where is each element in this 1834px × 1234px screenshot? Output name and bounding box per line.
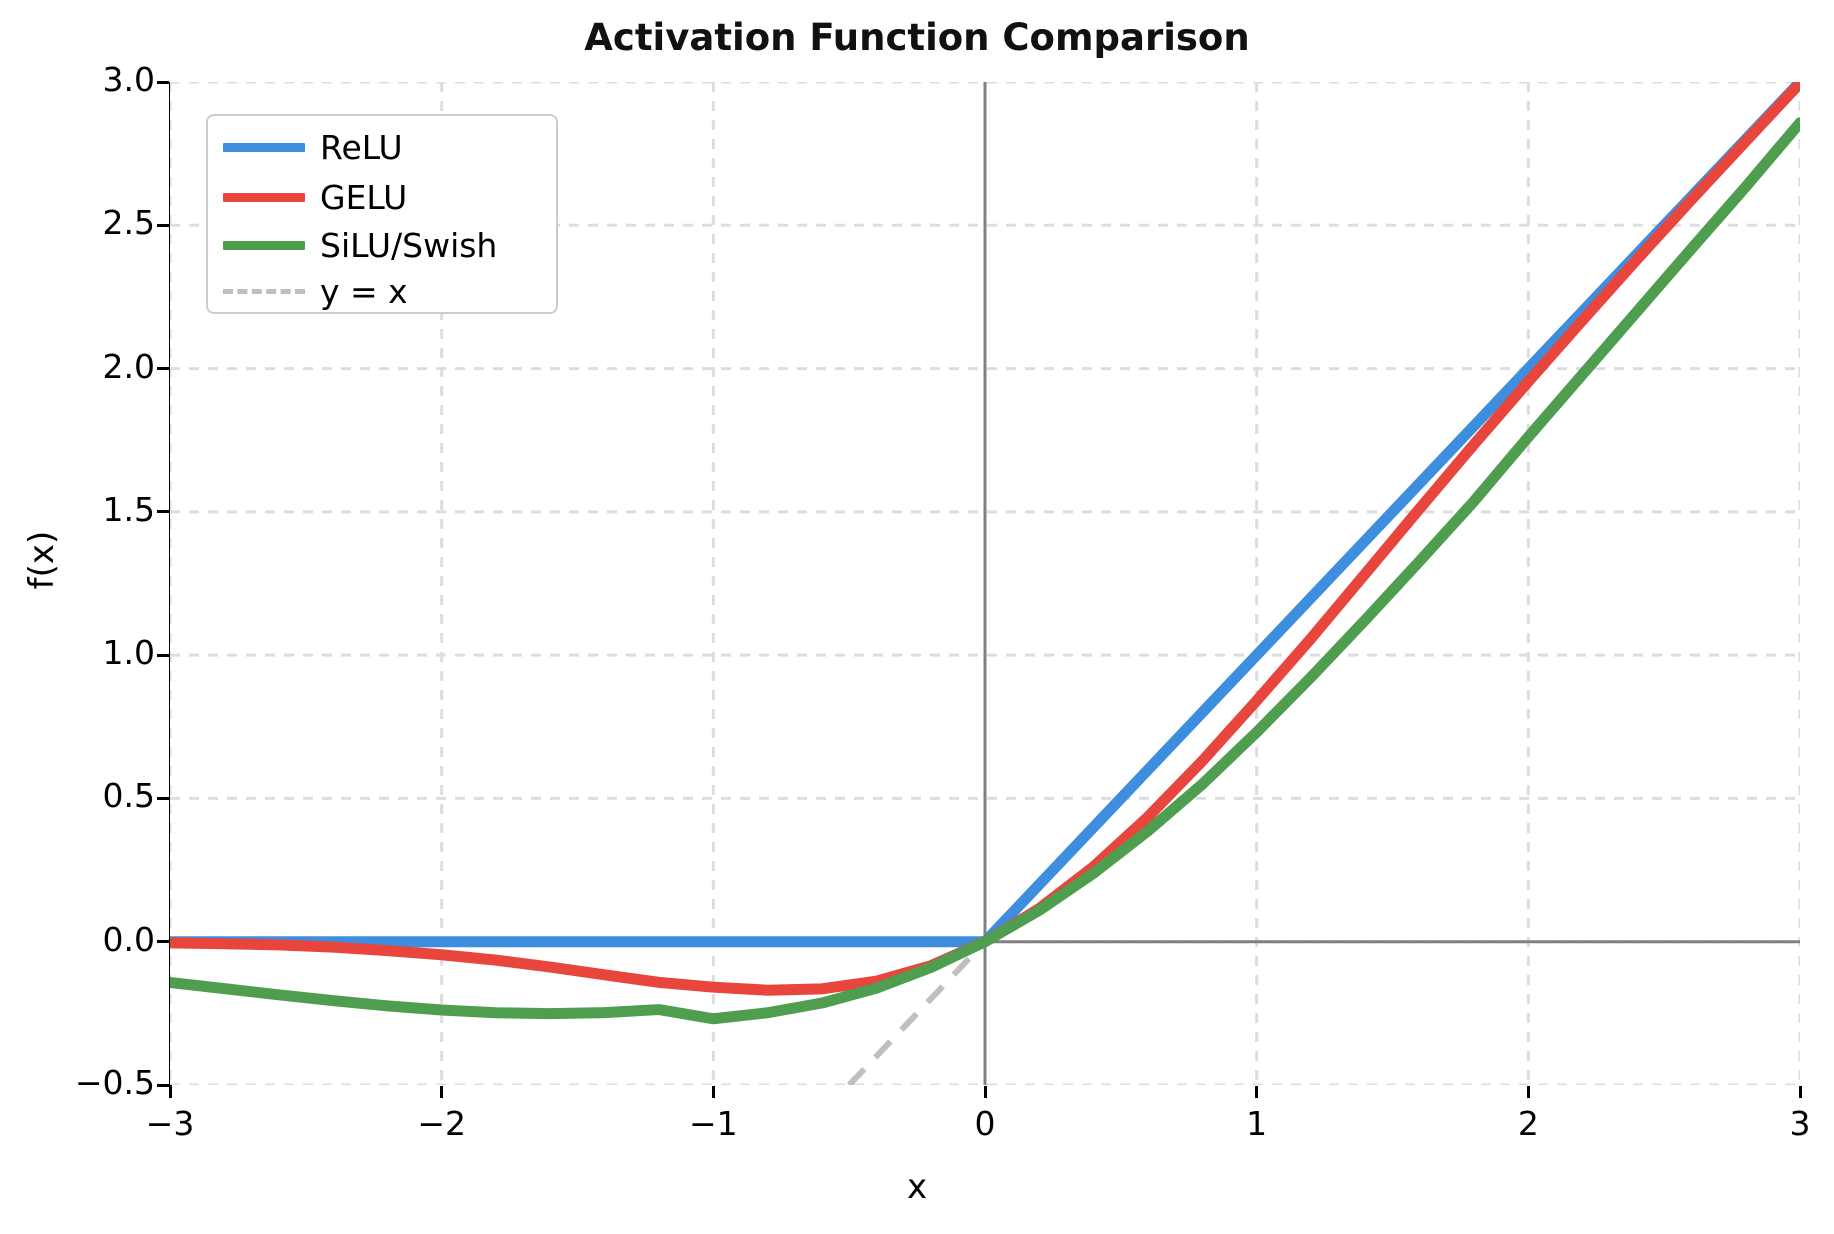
grid-lines (170, 82, 1800, 1085)
x-tick-mark (1255, 1086, 1259, 1098)
legend-swatch-container (208, 240, 320, 250)
y-tick-label: 0.0 (102, 919, 155, 959)
x-tick-mark (168, 1086, 172, 1098)
legend-item-y-x[interactable]: y = x (208, 266, 556, 316)
y-tick-label: 0.5 (102, 776, 155, 816)
plot-svg (170, 82, 1800, 1085)
legend-item-silu-swish[interactable]: SiLU/Swish (208, 220, 556, 270)
y-tick-mark (157, 367, 169, 371)
x-tick-mark (440, 1086, 444, 1098)
chart-title: Activation Function Comparison (584, 16, 1250, 59)
legend-label: ReLU (320, 127, 403, 167)
legend-color-swatch (223, 240, 305, 250)
legend-item-relu[interactable]: ReLU (208, 122, 556, 172)
y-tick-mark (157, 80, 169, 84)
y-tick-mark (157, 1083, 169, 1087)
x-tick-label: 2 (1517, 1104, 1539, 1143)
x-tick-mark (711, 1086, 715, 1098)
x-tick-label: −2 (417, 1104, 466, 1143)
x-tick-label: 0 (974, 1104, 996, 1143)
legend-label: SiLU/Swish (320, 225, 498, 265)
x-axis-label: x (906, 1167, 928, 1207)
y-tick-label: 2.5 (102, 203, 155, 243)
x-tick-mark (1798, 1086, 1802, 1098)
legend-label: y = x (320, 271, 408, 311)
legend-color-swatch (223, 192, 305, 202)
y-tick-label: 3.0 (102, 60, 155, 99)
y-tick-label: 1.5 (102, 489, 155, 529)
legend-swatch-container (208, 192, 320, 202)
x-tick-label: 3 (1789, 1104, 1811, 1143)
y-tick-mark (157, 223, 169, 227)
legend-swatch-container (208, 142, 320, 152)
x-tick-label: −1 (689, 1104, 738, 1143)
legend-label: GELU (320, 177, 408, 217)
x-tick-mark (983, 1086, 987, 1098)
x-tick-label: −3 (145, 1104, 195, 1143)
y-tick-label: 2.0 (102, 346, 155, 386)
y-tick-label: 1.0 (102, 633, 155, 673)
chart-legend[interactable]: ReLU GELU SiLU/Swish y = x (206, 114, 558, 314)
y-tick-mark (157, 796, 169, 800)
y-tick-mark (157, 510, 169, 514)
x-tick-label: 1 (1246, 1104, 1268, 1143)
x-tick-mark (1526, 1086, 1530, 1098)
legend-color-swatch (223, 288, 305, 294)
series-line-silu-swish (170, 117, 1800, 1025)
legend-item-gelu[interactable]: GELU (208, 172, 556, 222)
y-tick-label: −0.5 (74, 1063, 155, 1102)
legend-color-swatch (223, 142, 305, 152)
legend-swatch-container (208, 288, 320, 294)
y-tick-mark (157, 653, 169, 657)
y-axis-label: f(x) (22, 530, 62, 590)
y-tick-mark (157, 940, 169, 944)
data-series (170, 82, 1800, 1025)
